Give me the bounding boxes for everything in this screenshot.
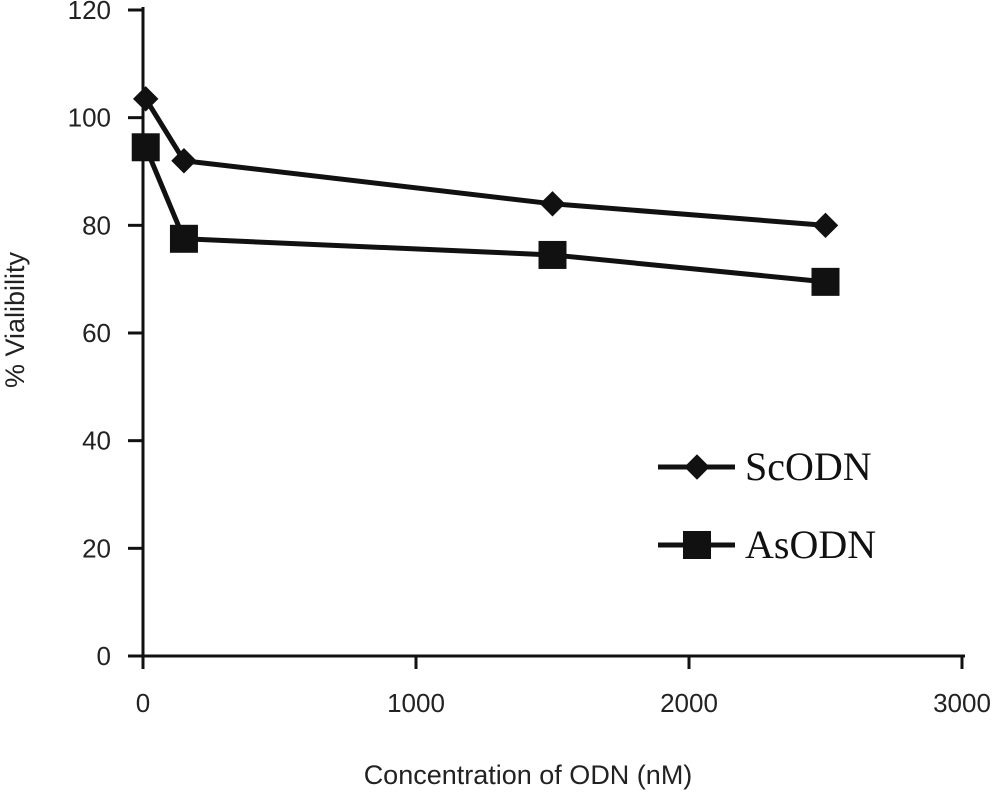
chart-axes: 0 20 40 60 80 100 120 0 1000 2000 3000 [68,0,991,718]
y-tick-label: 60 [82,318,111,348]
data-point-scodn [133,86,159,112]
x-tick-label: 3000 [933,688,991,718]
y-tick-label: 20 [82,533,111,563]
series-asodn [131,133,840,296]
y-axis-ticks: 0 20 40 60 80 100 120 [68,0,143,671]
data-point-asodn [811,267,840,296]
legend-marker-scodn [684,454,710,480]
series-scodn [133,86,839,239]
y-tick-label: 80 [82,210,111,240]
x-axis-ticks: 0 1000 2000 3000 [136,656,991,718]
legend-marker-asodn [683,531,711,559]
x-tick-label: 2000 [660,688,718,718]
legend-label-asodn: AsODN [745,522,876,567]
legend-label-scodn: ScODN [745,444,872,489]
legend-item-asodn: AsODN [658,522,876,567]
data-point-scodn [812,212,839,239]
x-tick-label: 0 [136,688,150,718]
y-tick-label: 120 [68,0,111,25]
legend-item-scodn: ScODN [658,444,872,489]
data-point-asodn [169,224,198,253]
data-point-scodn [539,191,566,217]
series-line-asodn [143,146,826,285]
data-point-scodn [171,148,197,174]
chart-legend: ScODN AsODN [658,444,876,567]
data-point-asodn [131,133,160,162]
y-tick-label: 0 [97,641,111,671]
y-tick-label: 100 [68,103,111,133]
data-point-asodn [538,240,567,269]
x-axis-title: Concentration of ODN (nM) [364,760,693,790]
y-tick-label: 40 [82,426,111,456]
y-axis-title: % Vialibility [0,251,30,388]
series-line-scodn [143,97,826,228]
series-layer [131,86,840,296]
x-tick-label: 1000 [387,688,445,718]
